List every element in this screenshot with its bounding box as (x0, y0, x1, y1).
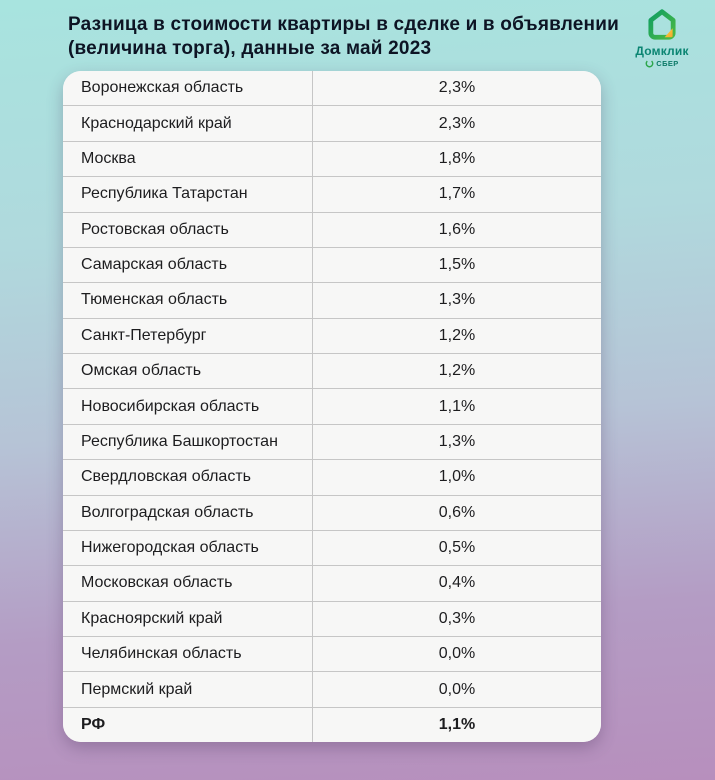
table-row: Санкт-Петербург 1,2% (63, 317, 601, 353)
table-row: Тюменская область 1,3% (63, 282, 601, 318)
value-cell: 0,4% (438, 574, 476, 592)
value-cell: 1,2% (438, 326, 476, 344)
region-name-cell: Санкт-Петербург (63, 318, 313, 353)
region-name-cell: Республика Башкортостан (63, 424, 313, 460)
value-cell: 1,5% (438, 256, 476, 274)
region-name-cell: Свердловская область (63, 460, 313, 495)
region-name-cell: Челябинская область (63, 637, 313, 672)
region-name-cell: Ростовская область (63, 212, 313, 247)
value-cell: 1,1% (438, 397, 476, 415)
value-cell: 0,3% (438, 609, 476, 627)
page-title-line1: Разница в стоимости квартиры в сделке и … (68, 14, 619, 35)
region-name-cell: Новосибирская область (63, 389, 313, 424)
value-cell: 1,2% (438, 362, 476, 380)
region-name-cell: Пермский край (63, 672, 313, 707)
domclick-brand-text: Домклик (635, 44, 689, 58)
table-row: Республика Татарстан 1,7% (63, 176, 601, 212)
value-cell: 2,3% (438, 79, 476, 97)
region-name-cell: РФ (63, 707, 313, 742)
table-row: Красноярский край 0,3% (63, 600, 601, 636)
value-cell: 0,0% (438, 680, 476, 698)
region-name-cell: Тюменская область (63, 283, 313, 318)
page-title-line2: (величина торга), данные за май 2023 (68, 38, 432, 59)
table-row: Волгоградская область 0,6% (63, 494, 601, 530)
table-row: Пермский край 0,0% (63, 671, 601, 707)
value-cell: 1,7% (438, 185, 476, 203)
value-cell: 1,3% (438, 291, 476, 309)
value-cell: 0,6% (438, 503, 476, 521)
value-cell: 1,6% (438, 220, 476, 238)
region-name-cell: Москва (63, 141, 313, 177)
region-name-cell: Самарская область (63, 247, 313, 283)
value-cell: 1,1% (438, 715, 476, 733)
region-name-cell: Омская область (63, 354, 313, 389)
table-row: Республика Башкортостан 1,3% (63, 423, 601, 460)
value-cell: 1,8% (438, 149, 476, 167)
table-row: Нижегородская область 0,5% (63, 529, 601, 566)
value-cell: 0,0% (438, 645, 476, 663)
table-row-total: РФ 1,1% (63, 706, 601, 742)
value-cell: 2,3% (438, 114, 476, 132)
table-row: Самарская область 1,5% (63, 246, 601, 283)
value-cell: 0,5% (438, 539, 476, 557)
sber-brand-text: СБЕР (656, 59, 679, 68)
table-row: Воронежская область 2,3% (63, 71, 601, 106)
table-row: Москва 1,8% (63, 140, 601, 177)
region-name-cell: Республика Татарстан (63, 177, 313, 212)
domclick-logo: Домклик СБЕР (623, 8, 701, 68)
table-row: Краснодарский край 2,3% (63, 105, 601, 141)
page-title: Разница в стоимости квартиры в сделке и … (68, 13, 628, 61)
sber-circle-icon (645, 59, 654, 68)
value-cell: 1,0% (438, 468, 476, 486)
region-name-cell: Нижегородская область (63, 530, 313, 566)
region-name-cell: Московская область (63, 566, 313, 601)
domclick-house-icon (648, 9, 676, 40)
region-name-cell: Краснодарский край (63, 106, 313, 141)
region-name-cell: Красноярский край (63, 601, 313, 636)
region-name-cell: Воронежская область (63, 71, 313, 106)
table-row: Челябинская область 0,0% (63, 636, 601, 672)
data-table: Воронежская область 2,3% Краснодарский кра… (63, 71, 601, 742)
region-name-cell: Волгоградская область (63, 495, 313, 530)
sber-brand: СБЕР (645, 59, 678, 68)
value-cell: 1,3% (438, 432, 476, 450)
table-row: Московская область 0,4% (63, 565, 601, 601)
table-row: Новосибирская область 1,1% (63, 388, 601, 424)
table-row: Свердловская область 1,0% (63, 459, 601, 495)
table-row: Ростовская область 1,6% (63, 211, 601, 247)
table-row: Омская область 1,2% (63, 353, 601, 389)
